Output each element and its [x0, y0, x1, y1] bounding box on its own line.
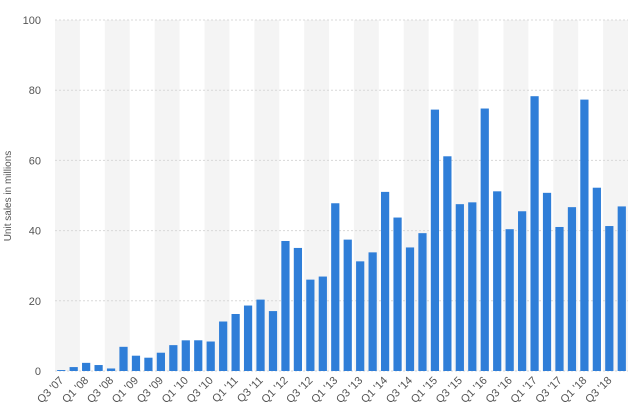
- bar: [505, 229, 514, 371]
- bar: [592, 187, 601, 371]
- bar: [156, 352, 165, 371]
- x-tick-label: Q3 '17: [533, 375, 564, 406]
- background-band: [55, 20, 80, 371]
- x-tick-label: Q1 '16: [459, 375, 490, 406]
- y-axis-label: Unit sales in millions: [3, 151, 14, 242]
- x-tick-label: Q3 '12: [284, 375, 315, 406]
- bar: [555, 226, 564, 371]
- x-tick-label: Q3 '11: [235, 375, 266, 406]
- x-tick-label: Q1 '15: [409, 375, 440, 406]
- x-tick-label: Q3 '14: [384, 375, 415, 406]
- bar: [518, 211, 527, 371]
- bar: [368, 252, 377, 371]
- bar: [82, 362, 91, 371]
- x-tick-label: Q3 '10: [185, 375, 216, 406]
- bar: [480, 108, 489, 371]
- bar: [617, 206, 626, 371]
- bar: [144, 357, 153, 371]
- y-tick-label: 0: [35, 366, 41, 378]
- bar: [256, 299, 265, 371]
- bar: [181, 340, 190, 371]
- bar: [455, 204, 464, 371]
- x-tick-label: Q1 '11: [210, 375, 241, 406]
- bar: [356, 261, 365, 371]
- bar: [293, 247, 303, 371]
- bar: [268, 311, 278, 371]
- bar: [94, 365, 103, 371]
- x-tick-label: Q1 '10: [160, 375, 191, 406]
- x-tick-label: Q3 '13: [334, 375, 365, 406]
- bar: [343, 239, 352, 371]
- background-band: [104, 20, 130, 371]
- bar: [567, 207, 577, 371]
- bar: [605, 226, 614, 371]
- bar: [206, 341, 215, 371]
- y-tick-label: 60: [29, 155, 41, 167]
- x-tick-label: Q1 '09: [110, 375, 141, 406]
- bar: [219, 321, 228, 371]
- bar: [418, 233, 427, 371]
- bar: [580, 99, 589, 371]
- bar: [243, 305, 253, 371]
- bar: [542, 192, 552, 371]
- bar: [430, 109, 440, 372]
- x-tick-label: Q1 '18: [558, 375, 589, 406]
- x-tick-label: Q3 '16: [484, 375, 515, 406]
- bar: [331, 203, 340, 371]
- bar: [106, 368, 116, 371]
- bar: [318, 276, 327, 371]
- x-tick-label: Q1 '17: [509, 375, 540, 406]
- bar: [119, 346, 128, 371]
- x-tick-label: Q1 '12: [259, 375, 290, 406]
- y-tick-label: 20: [29, 296, 41, 308]
- bar: [405, 247, 415, 371]
- bar: [443, 156, 452, 371]
- bar: [380, 191, 390, 371]
- x-tick-label: Q3 '18: [583, 375, 614, 406]
- x-tick-label: Q3 '08: [85, 375, 116, 406]
- bar: [306, 279, 315, 371]
- bar: [530, 96, 539, 372]
- background-band: [204, 20, 230, 371]
- x-tick-label: Q3 '15: [434, 375, 465, 406]
- bar: [393, 217, 402, 371]
- x-tick-label: Q3 '09: [135, 375, 166, 406]
- y-tick-label: 40: [29, 226, 41, 238]
- x-tick-label: Q3 '07: [35, 375, 66, 406]
- bar: [468, 202, 477, 371]
- bar: [281, 240, 290, 371]
- x-tick-label: Q1 '13: [309, 375, 340, 406]
- bar: [131, 355, 141, 371]
- y-tick-label: 80: [29, 85, 41, 97]
- bar: [231, 313, 240, 371]
- x-tick-label: Q1 '08: [60, 375, 91, 406]
- x-tick-label: Q1 '14: [359, 375, 390, 406]
- bar: [194, 340, 203, 371]
- y-tick-label: 100: [23, 15, 41, 27]
- background-band: [154, 20, 180, 371]
- bar: [169, 345, 178, 371]
- bar: [493, 191, 502, 371]
- bar: [57, 370, 66, 371]
- bar: [69, 367, 78, 371]
